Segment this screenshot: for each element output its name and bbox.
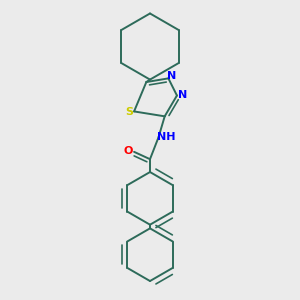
Text: O: O	[123, 146, 133, 156]
Text: N: N	[167, 71, 176, 81]
Text: NH: NH	[157, 132, 175, 142]
Text: S: S	[125, 107, 133, 117]
Text: N: N	[178, 90, 187, 100]
